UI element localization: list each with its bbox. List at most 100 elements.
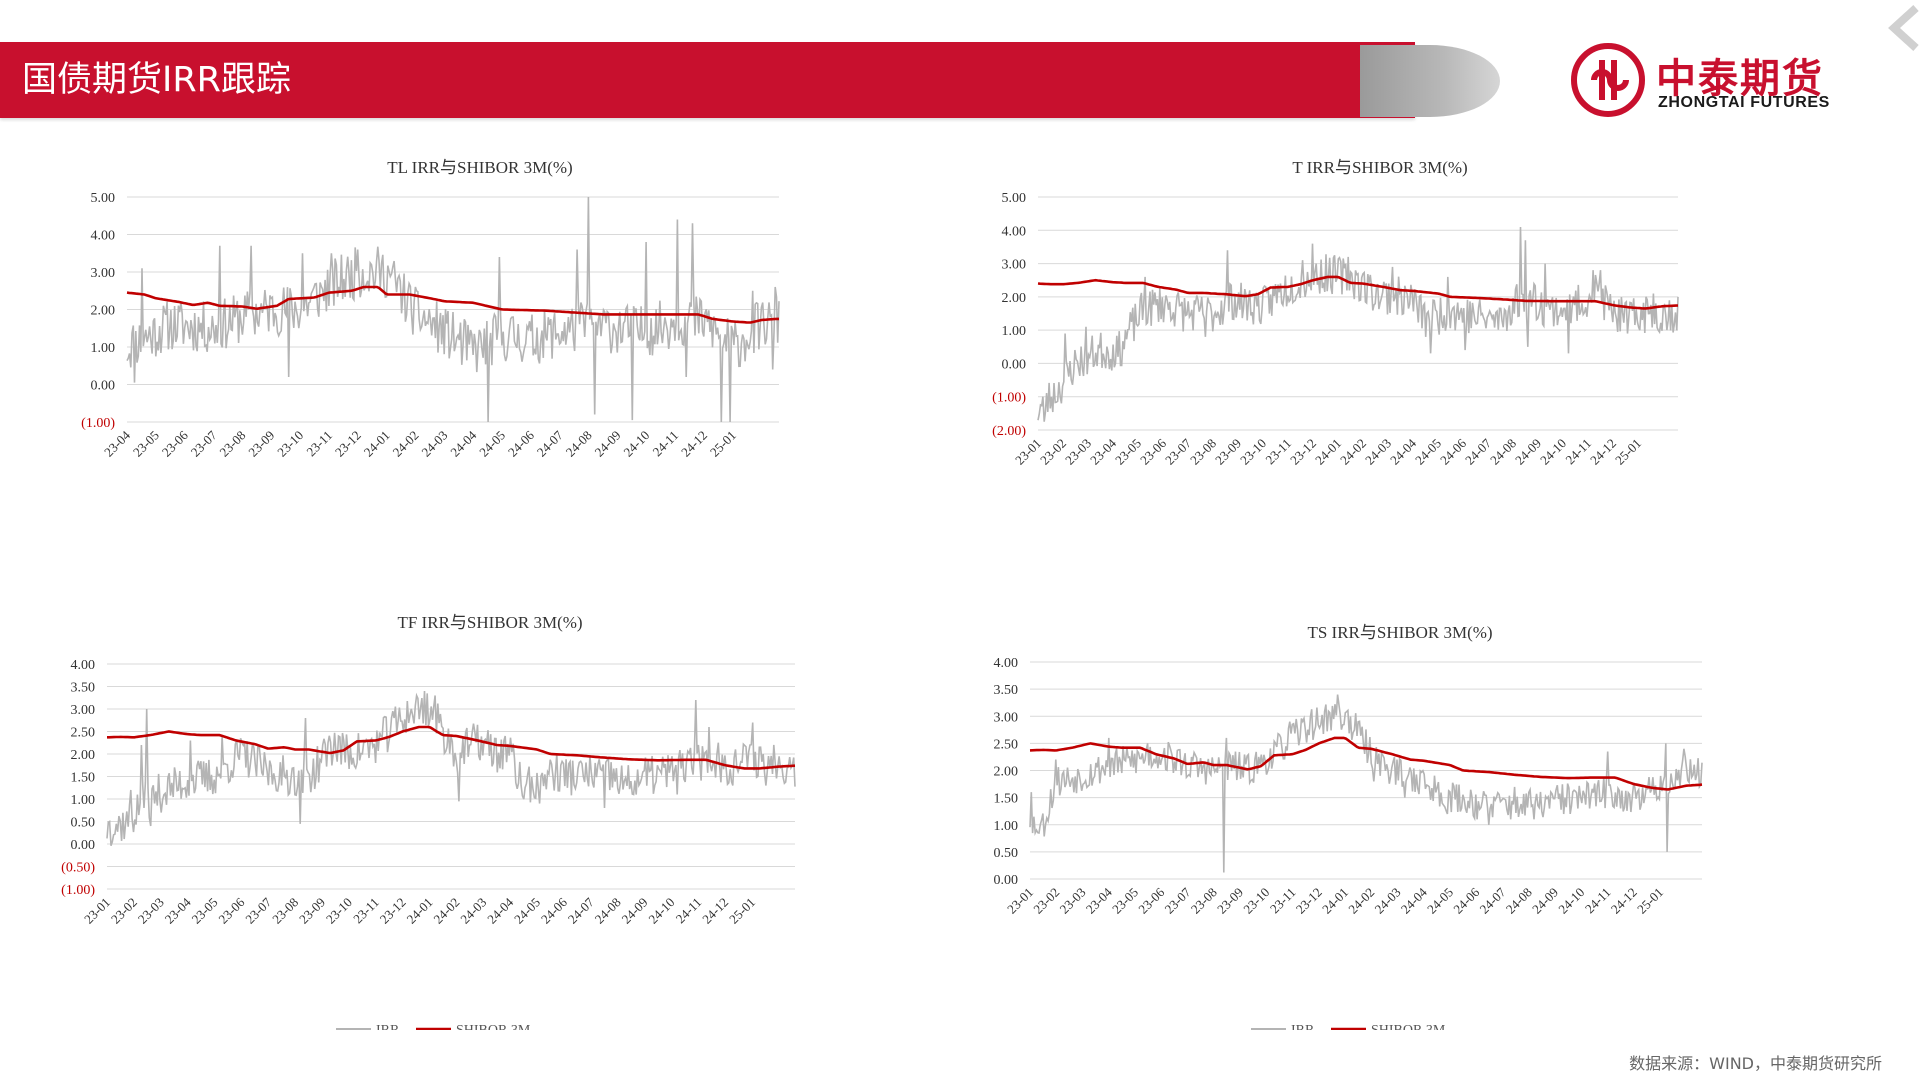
y-tick-label: (1.00) [81, 416, 115, 431]
chart-title: TF IRR与SHIBOR 3M(%) [397, 613, 583, 632]
x-tick-label: 24-07 [1462, 435, 1494, 467]
chart-svg: 4.00 3.50 3.00 2.50 2.00 1.50 1.00 0.50 0.00 (0.5… [61, 658, 796, 1038]
y-tick-label: 2.00 [1002, 291, 1027, 306]
chart-title: T IRR与SHIBOR 3M(%) [1292, 158, 1468, 177]
x-tick-label: 24-04 [1398, 884, 1430, 916]
y-tick-label: 0.00 [71, 838, 96, 853]
y-tick-label: 1.00 [1002, 324, 1027, 339]
y-tick-label: 1.00 [994, 819, 1019, 834]
logo-emblem-icon [1571, 43, 1645, 117]
chart-tf-irr: TF IRR与SHIBOR 3M(%) 4.00 3.50 3.00 2.50 2.00… [60, 600, 920, 1038]
y-tick-label: 2.00 [91, 304, 116, 319]
x-tick-label: 23-09 [1214, 885, 1246, 917]
x-tick-label: 23-08 [216, 428, 248, 460]
y-tick-label: 3.00 [994, 710, 1019, 725]
y-tick-label: 1.50 [994, 792, 1019, 807]
chart-svg: 5.00 4.00 3.00 2.00 1.00 0.00 (1.00)23-0423-05… [81, 191, 780, 581]
x-tick-label: 23-08 [1187, 436, 1219, 468]
x-tick-label: 24-10 [1537, 436, 1569, 468]
y-tick-label: 0.00 [994, 873, 1019, 888]
x-tick-label: 24-09 [1512, 436, 1544, 468]
x-tick-label: 23-05 [130, 428, 162, 460]
x-tick-label: 24-01 [404, 895, 436, 927]
y-tick-label: 5.00 [1002, 191, 1027, 206]
x-tick-label: 24-02 [430, 895, 462, 927]
source-note: 数据来源：WIND，中泰期货研究所 [1629, 1054, 1882, 1073]
x-tick-label: 23-01 [1004, 885, 1036, 917]
x-tick-label: 24-08 [592, 895, 624, 927]
chart-svg: 4.003.503.002.502.001.501.000.500.0023-0… [994, 656, 1703, 1038]
x-tick-label: 24-02 [1345, 885, 1377, 917]
x-tick-label: 24-09 [592, 428, 624, 460]
x-tick-label: 25-01 [1634, 885, 1666, 917]
x-tick-label: 24-07 [1477, 884, 1509, 916]
x-tick-label: 24-03 [1362, 436, 1394, 468]
y-tick-label: 1.00 [71, 793, 96, 808]
y-tick-label: 4.00 [1002, 224, 1027, 239]
y-tick-label: 0.50 [994, 846, 1019, 861]
chart-title: TS IRR与SHIBOR 3M(%) [1307, 623, 1493, 642]
x-tick-label: 24-12 [678, 428, 710, 460]
x-tick-label: 23-12 [1293, 885, 1325, 917]
irr-series-line [106, 690, 796, 846]
y-tick-label: 3.00 [1002, 258, 1027, 273]
x-tick-label: 23-12 [332, 428, 364, 460]
x-tick-label: 23-09 [245, 428, 277, 460]
x-tick-label: 23-07 [1162, 435, 1194, 467]
x-tick-label: 24-02 [1337, 436, 1369, 468]
chart-svg: 5.004.003.002.001.000.00(1.00)(2.00)23-0… [992, 191, 1679, 591]
x-tick-label: 24-05 [511, 895, 543, 927]
company-logo: 中泰期货 ZHONGTAI FUTURES [1568, 40, 1868, 120]
corner-arrows-icon [1888, 5, 1919, 51]
x-tick-label: 24-10 [1555, 885, 1587, 917]
y-tick-label: 3.50 [994, 683, 1019, 698]
x-tick-label: 23-08 [1188, 885, 1220, 917]
x-tick-label: 23-06 [1135, 884, 1167, 916]
y-tick-label: 2.50 [71, 726, 96, 741]
x-tick-label: 24-12 [1587, 436, 1619, 468]
x-tick-label: 23-05 [1112, 436, 1144, 468]
x-tick-label: 24-11 [673, 895, 705, 927]
x-tick-label: 23-11 [1267, 885, 1299, 917]
legend-shibor-label: SHIBOR 3M [456, 1023, 531, 1030]
header-bar [0, 42, 1415, 118]
logo-name-en: ZHONGTAI FUTURES [1658, 94, 1830, 111]
y-tick-label: (2.00) [992, 424, 1026, 439]
y-tick-label: 5.00 [91, 191, 116, 206]
x-tick-label: 23-01 [81, 895, 113, 927]
x-tick-label: 23-04 [162, 894, 194, 926]
x-tick-label: 24-01 [361, 428, 393, 460]
y-tick-label: 0.50 [71, 816, 96, 831]
x-tick-label: 24-01 [1319, 885, 1351, 917]
x-tick-label: 24-08 [1503, 885, 1535, 917]
y-tick-label: (1.00) [61, 883, 95, 898]
y-tick-label: (0.50) [61, 861, 95, 876]
legend-irr-label: IRR [376, 1023, 400, 1030]
legend-irr-label: IRR [1291, 1023, 1315, 1030]
x-tick-label: 23-09 [1212, 436, 1244, 468]
chart-tl-irr: TL IRR与SHIBOR 3M(%) 5.00 4.00 3.00 2.00 1.00… [60, 145, 900, 581]
x-tick-label: 24-11 [650, 428, 682, 460]
x-tick-label: 25-01 [707, 428, 739, 460]
x-tick-label: 23-11 [303, 428, 335, 460]
x-tick-label: 24-05 [476, 428, 508, 460]
chart-title: TL IRR与SHIBOR 3M(%) [387, 158, 573, 177]
irr-series-line [1037, 226, 1679, 422]
x-tick-label: 24-05 [1424, 885, 1456, 917]
y-tick-label: 2.00 [994, 765, 1019, 780]
y-tick-label: 4.00 [71, 658, 96, 673]
x-tick-label: 23-11 [1262, 436, 1294, 468]
logo-name-cn: 中泰期货 [1656, 56, 1824, 102]
x-tick-label: 23-11 [350, 895, 382, 927]
x-tick-label: 23-07 [242, 894, 274, 926]
x-tick-label: 24-06 [538, 894, 570, 926]
x-tick-label: 25-01 [726, 895, 758, 927]
x-tick-label: 24-08 [563, 428, 595, 460]
x-tick-label: 24-06 [1450, 884, 1482, 916]
x-tick-label: 24-10 [620, 428, 652, 460]
x-tick-label: 24-11 [1582, 885, 1614, 917]
shibor-series-line [107, 725, 796, 770]
x-tick-label: 23-12 [377, 895, 409, 927]
y-tick-label: 3.00 [91, 266, 116, 281]
y-tick-label: 2.00 [71, 748, 96, 763]
